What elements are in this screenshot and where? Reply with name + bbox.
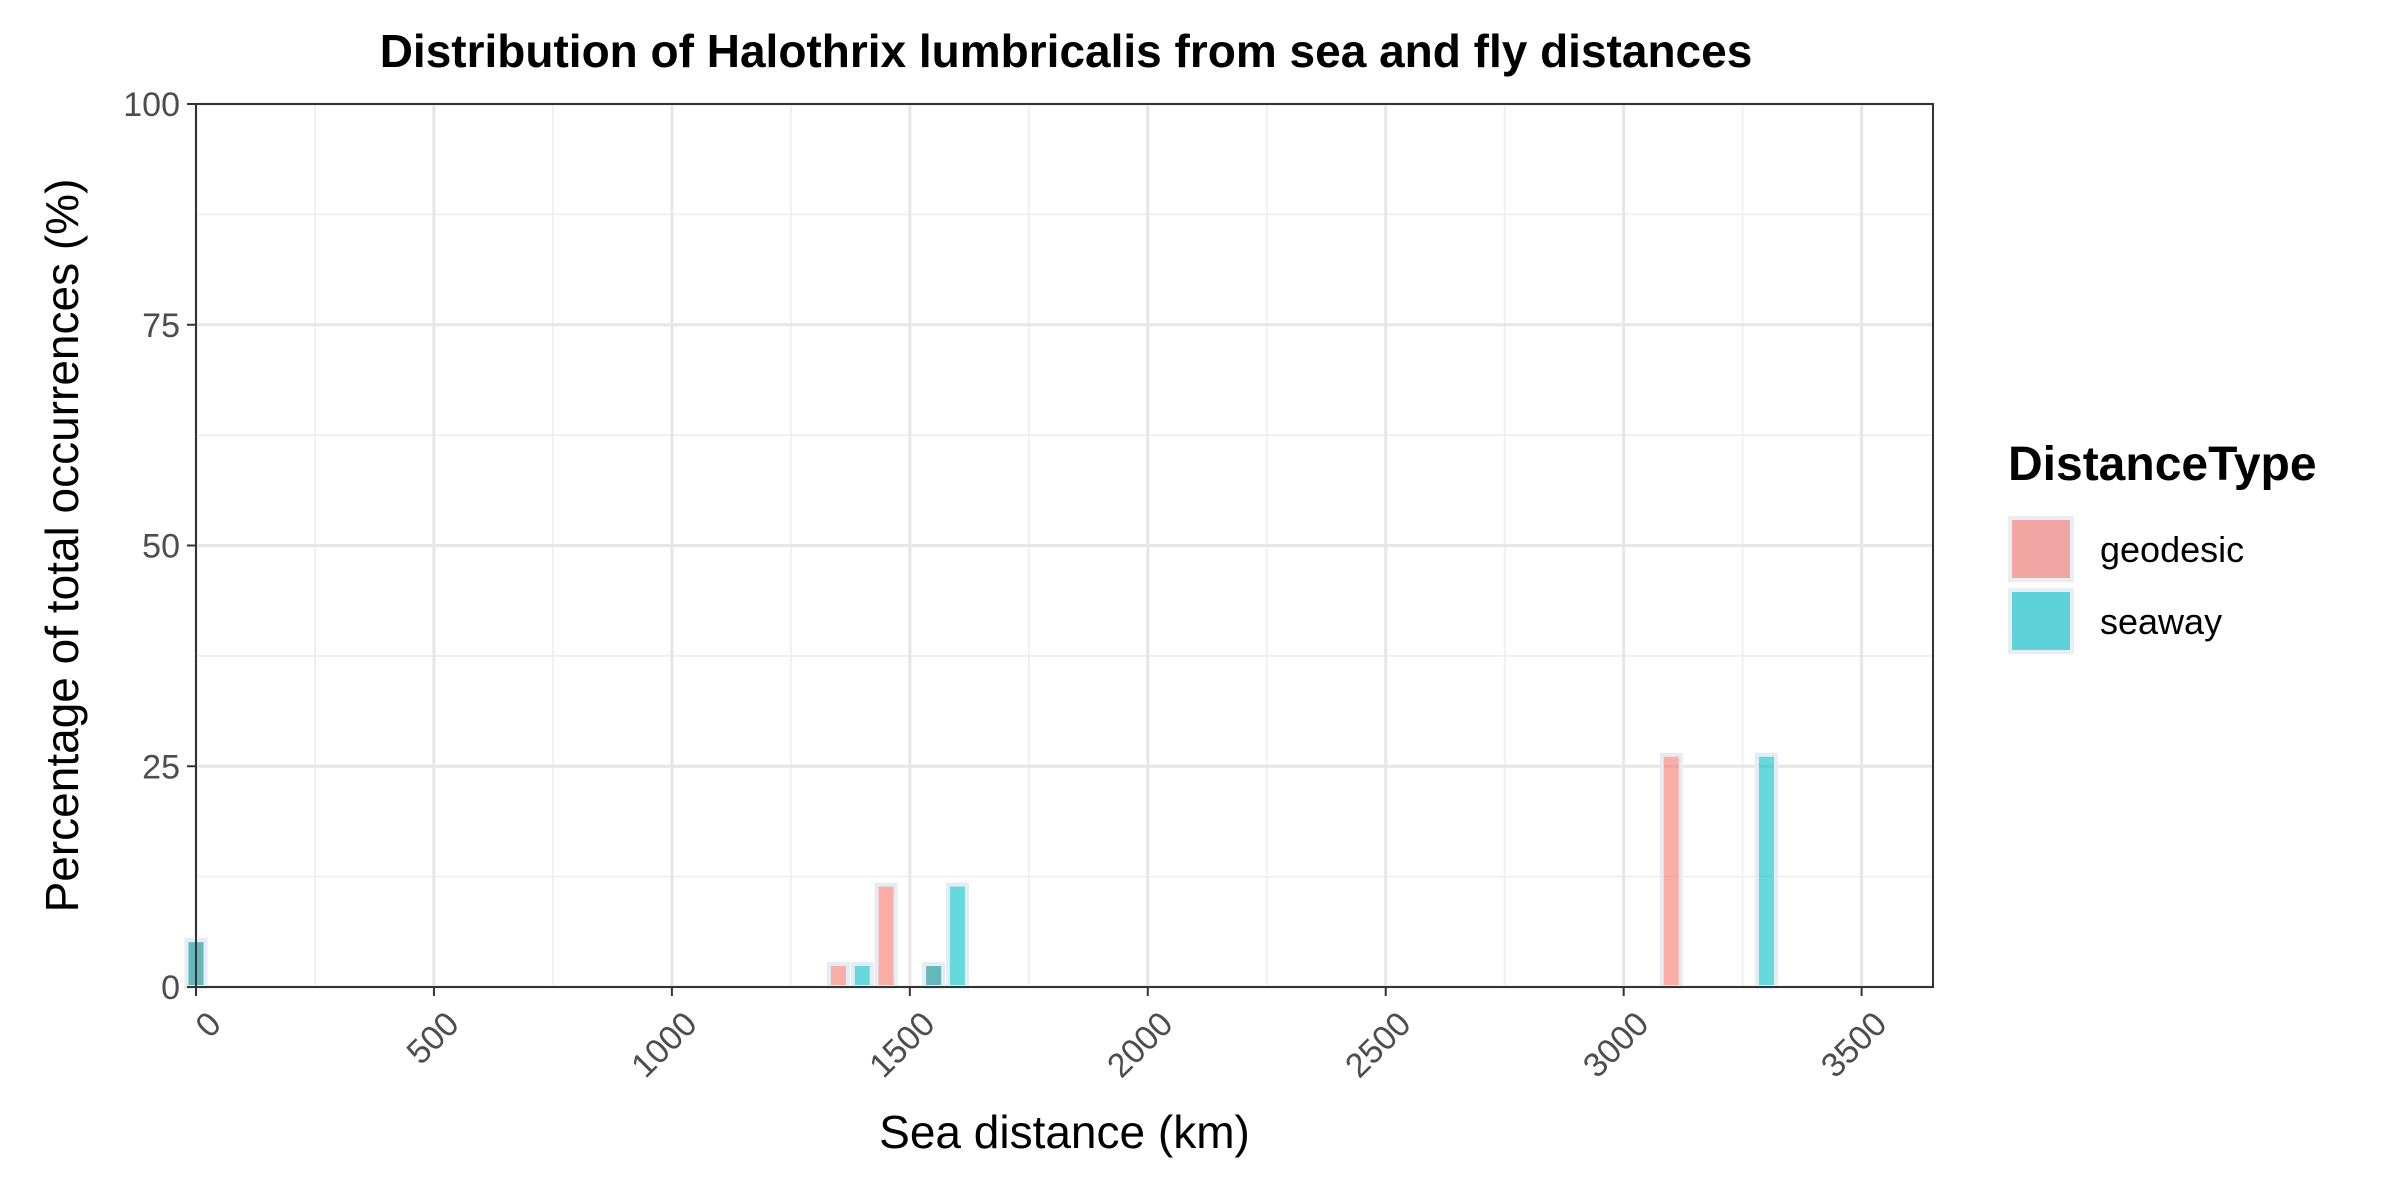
bar-seaway: [945, 882, 969, 990]
bar-geodesic: [1659, 752, 1683, 989]
legend-swatch-geodesic: [2012, 520, 2070, 578]
bar-seaway: [922, 962, 946, 989]
x-tick-label: 3500: [1814, 1005, 1894, 1085]
x-tick-label: 2000: [1100, 1005, 1180, 1085]
y-axis-title: Percentage of total occurrences (%): [36, 179, 88, 913]
bar-geodesic: [826, 962, 850, 989]
bar-geodesic: [874, 882, 898, 990]
legend-label-geodesic: geodesic: [2100, 529, 2244, 570]
chart-title: Distribution of Halothrix lumbricalis fr…: [380, 25, 1753, 77]
y-tick-label: 50: [142, 528, 180, 566]
x-tick-label: 3000: [1576, 1005, 1656, 1085]
legend-label-seaway: seaway: [2100, 601, 2222, 642]
legend: DistanceType geodesic seaway: [2008, 438, 2317, 654]
bars: [184, 752, 1778, 990]
legend-swatch-seaway: [2012, 592, 2070, 650]
x-tick-label: 1500: [862, 1005, 942, 1085]
y-tick-label: 25: [142, 748, 180, 786]
y-tick-label: 100: [123, 86, 180, 124]
x-tick-label: 500: [400, 1005, 467, 1072]
bar-seaway: [850, 962, 874, 989]
x-tick-label: 1000: [624, 1005, 704, 1085]
bar-seaway: [1754, 752, 1778, 989]
y-tick-label: 0: [161, 969, 180, 1007]
legend-items: geodesic seaway: [2008, 516, 2244, 654]
x-axis-title: Sea distance (km): [879, 1106, 1250, 1158]
y-tick-label: 75: [142, 307, 180, 345]
legend-title: DistanceType: [2008, 438, 2317, 491]
x-tick-label: 0: [188, 1005, 228, 1045]
x-tick-label: 2500: [1338, 1005, 1418, 1085]
